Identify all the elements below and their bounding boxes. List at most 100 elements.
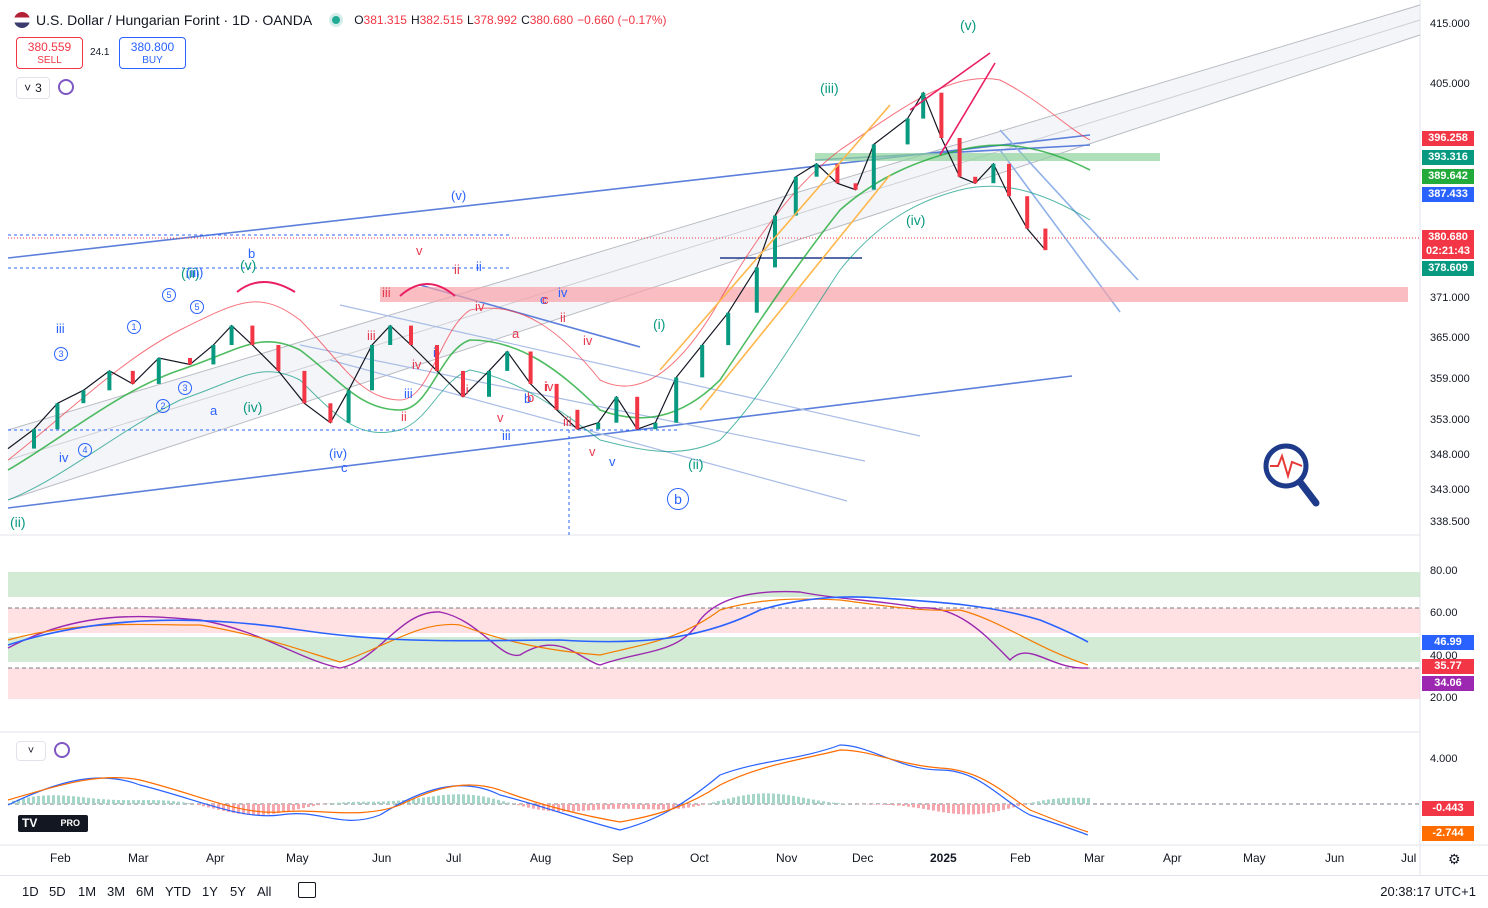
macd-histogram-bar <box>457 794 460 804</box>
range-button-5y[interactable]: 5Y <box>230 884 246 899</box>
time-axis-label: May <box>1243 851 1266 865</box>
refresh-icon[interactable] <box>54 742 70 758</box>
symbol-title[interactable]: U.S. Dollar / Hungarian Forint · 1D · OA… <box>36 12 312 28</box>
buy-button[interactable]: 380.800 BUY <box>119 37 186 69</box>
candle[interactable] <box>991 164 995 183</box>
candle[interactable] <box>32 429 36 448</box>
macd-pane[interactable] <box>8 745 1420 835</box>
macd-histogram-bar <box>117 800 120 804</box>
pitchfork-channel[interactable] <box>8 5 1420 500</box>
macd-histogram-bar <box>77 797 80 804</box>
sell-button[interactable]: 380.559 SELL <box>16 37 83 69</box>
candle[interactable] <box>487 371 491 397</box>
pane-collapse-button[interactable]: ˅ <box>16 741 46 761</box>
candle[interactable] <box>555 384 559 410</box>
refresh-icon[interactable] <box>58 79 74 95</box>
macd-histogram-bar <box>497 800 500 804</box>
range-button-1m[interactable]: 1M <box>78 884 96 899</box>
macd-histogram-bar <box>792 796 795 804</box>
clock-timezone[interactable]: 20:38:17 UTC+1 <box>1380 884 1476 899</box>
candle[interactable] <box>653 423 657 430</box>
macd-histogram-bar <box>927 804 930 810</box>
macd-histogram-bar <box>1017 804 1020 806</box>
candle[interactable] <box>939 93 943 138</box>
candle[interactable] <box>854 183 858 190</box>
candle[interactable] <box>409 326 413 345</box>
macd-histogram-bar <box>147 800 150 804</box>
macd-histogram-bar <box>582 804 585 811</box>
candle[interactable] <box>773 216 777 268</box>
candle[interactable] <box>188 358 192 365</box>
range-button-5d[interactable]: 5D <box>49 884 66 899</box>
macd-histogram-bar <box>1062 798 1065 804</box>
macd-histogram-bar <box>947 804 950 813</box>
candle[interactable] <box>614 397 618 423</box>
candle[interactable] <box>958 138 962 177</box>
price-axis-label: 359.000 <box>1430 373 1470 385</box>
candle[interactable] <box>794 177 798 216</box>
candle[interactable] <box>726 313 730 345</box>
candle[interactable] <box>529 352 533 384</box>
symbol-legend[interactable]: U.S. Dollar / Hungarian Forint · 1D · OA… <box>14 8 671 32</box>
range-button-1d[interactable]: 1D <box>22 884 39 899</box>
candle[interactable] <box>347 390 351 422</box>
candle[interactable] <box>302 371 306 403</box>
macd-histogram-bar <box>1067 798 1070 804</box>
macd-histogram-bar <box>297 804 300 809</box>
range-button-ytd[interactable]: YTD <box>165 884 191 899</box>
candle[interactable] <box>211 345 215 364</box>
candle[interactable] <box>635 397 639 429</box>
macd-histogram-bar <box>887 804 890 805</box>
trendlines[interactable] <box>8 130 1138 508</box>
candle[interactable] <box>755 267 759 312</box>
range-button-6m[interactable]: 6M <box>136 884 154 899</box>
candle[interactable] <box>81 390 85 403</box>
candle[interactable] <box>370 345 374 390</box>
open-value: 381.315 <box>364 13 407 27</box>
candle[interactable] <box>921 93 925 119</box>
wave-label: v <box>589 444 596 459</box>
candle[interactable] <box>674 377 678 422</box>
indicators-toggle-button[interactable]: ˅ 3 <box>16 77 50 99</box>
candle[interactable] <box>700 345 704 377</box>
wave-label: iii <box>367 328 376 343</box>
candle[interactable] <box>230 326 234 345</box>
candle[interactable] <box>906 119 910 145</box>
candle[interactable] <box>872 144 876 189</box>
rsi-pane[interactable] <box>8 572 1420 699</box>
candle[interactable] <box>157 358 161 384</box>
candle[interactable] <box>1007 164 1011 196</box>
range-button-3m[interactable]: 3M <box>107 884 125 899</box>
range-button-all[interactable]: All <box>257 884 271 899</box>
gear-icon[interactable]: ⚙ <box>1448 851 1461 868</box>
sell-label: SELL <box>17 54 82 68</box>
top-arc[interactable] <box>237 282 295 292</box>
candle[interactable] <box>250 326 254 345</box>
candle[interactable] <box>328 403 332 422</box>
calendar-range-icon[interactable] <box>298 882 316 898</box>
candle[interactable] <box>55 403 59 429</box>
wave-label-circled: 3 <box>54 347 68 361</box>
price-axis-label: 338.500 <box>1430 516 1470 528</box>
macd-histogram-bar <box>772 794 775 805</box>
candle[interactable] <box>1025 196 1029 228</box>
candle[interactable] <box>131 371 135 384</box>
candle[interactable] <box>973 177 977 184</box>
candle[interactable] <box>1043 229 1047 251</box>
price-tag: 396.258 <box>1422 131 1474 146</box>
macd-histogram-bar <box>307 804 310 807</box>
range-button-1y[interactable]: 1Y <box>202 884 218 899</box>
candle[interactable] <box>276 345 280 371</box>
rsi-tag: 34.06 <box>1422 676 1474 691</box>
macd-histogram-bar <box>142 800 145 804</box>
candle[interactable] <box>575 410 579 429</box>
candle[interactable] <box>388 326 392 345</box>
candle[interactable] <box>107 371 111 390</box>
candle[interactable] <box>505 352 509 371</box>
resistance-zone[interactable] <box>380 287 1408 302</box>
support-zone[interactable] <box>815 153 1160 161</box>
candle[interactable] <box>815 164 819 177</box>
candle[interactable] <box>596 423 600 430</box>
time-axis-label: Jul <box>1401 851 1416 865</box>
